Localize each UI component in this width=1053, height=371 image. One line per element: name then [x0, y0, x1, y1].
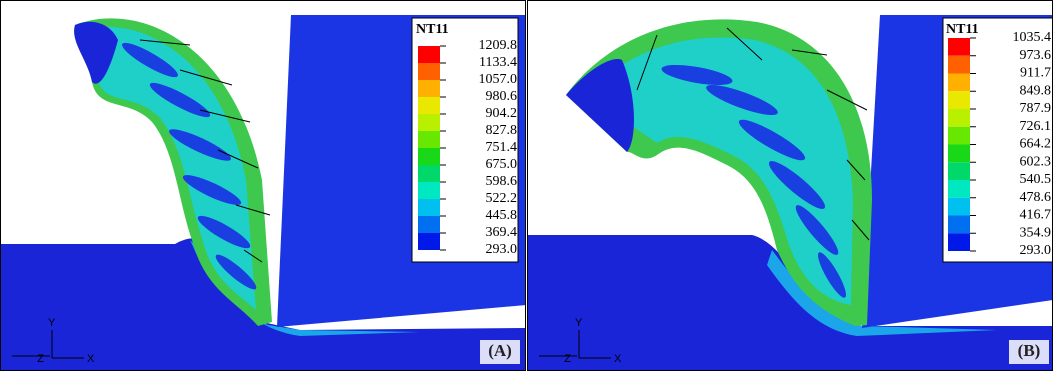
legend-label: 1133.4 — [479, 55, 517, 70]
triad-y: Y — [48, 317, 56, 329]
legend-swatch — [948, 91, 970, 109]
legend-label: 980.6 — [486, 89, 518, 104]
legend-label: 849.8 — [1020, 83, 1052, 98]
legend-swatch — [418, 182, 440, 199]
triad-y: Y — [575, 317, 583, 329]
legend-label: 751.4 — [486, 140, 518, 155]
chip-tip — [74, 21, 118, 84]
legend-swatch — [948, 73, 970, 92]
legend-swatch — [418, 63, 440, 80]
legend-swatch — [418, 114, 440, 131]
legend-label: 602.3 — [1020, 154, 1052, 169]
legend-swatch — [948, 162, 970, 180]
legend-swatch — [948, 233, 970, 251]
legend-swatch — [948, 109, 970, 127]
panel-b: NT11 1035.4 973.6 911.7 849.8 787.9 726.1 664.2… — [528, 1, 1053, 370]
chip-tip — [566, 59, 634, 152]
legend-swatch — [418, 199, 440, 216]
panel-label: (A) — [488, 341, 512, 360]
legend-label: 1035.4 — [1013, 30, 1052, 45]
legend-label: 293.0 — [1020, 243, 1052, 258]
panel-a: NT11 1209.8 1133.4 1057.0 980.6 904.2 827.8 751… — [1, 1, 525, 370]
legend-label: 354.9 — [1020, 225, 1052, 240]
legend-label: 1209.8 — [479, 38, 518, 53]
legend-label: 293.0 — [486, 242, 518, 257]
legend-label: 478.6 — [1020, 190, 1052, 205]
legend-label: 675.0 — [486, 157, 518, 172]
legend-swatch — [418, 80, 440, 97]
legend-label: 664.2 — [1020, 137, 1052, 152]
legend-label: 598.6 — [486, 174, 518, 189]
legend-label: 416.7 — [1020, 208, 1052, 223]
triad-x: X — [614, 353, 622, 365]
legend-label: 911.7 — [1020, 66, 1051, 81]
chip-bands — [122, 42, 257, 290]
legend-label: 522.2 — [486, 191, 518, 206]
legend-label: 540.5 — [1020, 172, 1052, 187]
chip-core — [587, 37, 853, 306]
triad-z: Z — [564, 353, 571, 365]
crack-lines — [636, 27, 870, 241]
legend-label: 726.1 — [1020, 119, 1052, 134]
legend-swatch — [948, 144, 970, 163]
chip-core — [80, 26, 256, 311]
panel-label-bg — [1009, 340, 1049, 364]
legend-swatch — [418, 233, 440, 250]
workpiece — [1, 238, 525, 370]
panel-label-bg — [480, 340, 520, 364]
legend-swatch — [948, 38, 970, 56]
legend-title: NT11 — [416, 22, 449, 37]
hot-layer — [767, 250, 997, 336]
legend-label: 1057.0 — [479, 72, 518, 87]
triad-x: X — [87, 353, 95, 365]
panel-label: (B) — [1018, 341, 1041, 360]
legend-label: 973.6 — [1020, 48, 1052, 63]
legend-label: 787.9 — [1020, 101, 1052, 116]
workpiece — [528, 235, 1053, 370]
legend-label: 445.8 — [486, 208, 518, 223]
legend-swatch — [948, 215, 970, 234]
legend-label: 369.4 — [486, 225, 518, 240]
crack-lines — [139, 39, 271, 263]
legend-swatch — [418, 46, 440, 63]
legend-swatch — [948, 197, 970, 216]
legend-swatch — [418, 97, 440, 114]
legend-swatch — [948, 180, 970, 198]
triad-z: Z — [37, 353, 44, 365]
legend-title: NT11 — [946, 22, 979, 37]
legend-label: 827.8 — [486, 123, 518, 138]
legend-swatch — [418, 216, 440, 233]
legend-swatch — [948, 126, 970, 145]
legend-swatch — [418, 148, 440, 165]
legend-swatch — [418, 131, 440, 148]
legend-swatch — [418, 165, 440, 182]
legend-swatch — [948, 55, 970, 74]
chip-bands — [661, 64, 846, 298]
legend-label: 904.2 — [486, 106, 518, 121]
